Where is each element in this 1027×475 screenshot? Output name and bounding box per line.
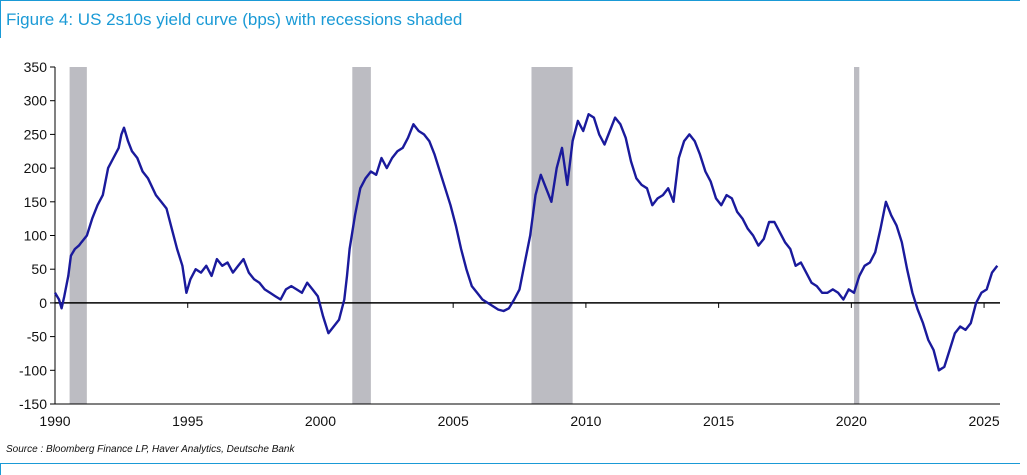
y-tick-labels: 350 300 250 200 150 100 50 0 -50 -100 -150 <box>19 59 47 412</box>
axes <box>50 66 1000 405</box>
bottom-left-rule <box>0 463 1 475</box>
x-tick-label-1990: 1990 <box>39 413 70 429</box>
x-tick-label-2005: 2005 <box>438 413 469 429</box>
left-rule <box>0 0 1 38</box>
y-tick-label-0: 0 <box>39 295 47 311</box>
top-rule <box>0 0 1020 1</box>
recession-band-0 <box>69 67 87 404</box>
x-tick-label-1995: 1995 <box>172 413 203 429</box>
y-tick-label-150: 150 <box>24 194 48 210</box>
recession-band-1 <box>352 67 371 404</box>
x-tick-label-2000: 2000 <box>305 413 336 429</box>
bottom-rule <box>0 463 1020 464</box>
series-line-0 <box>53 113 999 372</box>
x-tick-label-2020: 2020 <box>836 413 867 429</box>
recession-band-2 <box>531 67 573 404</box>
figure-title: Figure 4: US 2s10s yield curve (bps) wit… <box>6 10 463 29</box>
y-tick-label-350: 350 <box>24 59 48 75</box>
y-tick-label-250: 250 <box>24 126 48 142</box>
series <box>53 113 999 372</box>
y-tick-label-50: 50 <box>31 261 47 277</box>
x-tick-label-2010: 2010 <box>570 413 601 429</box>
y-tick-label-300: 300 <box>24 93 48 109</box>
y-tick-label--100: -100 <box>19 362 47 378</box>
x-tick-labels: 1990 1995 2000 2005 2010 2015 2020 2025 <box>39 413 999 429</box>
source-note: Source : Bloomberg Finance LP, Haver Ana… <box>6 444 295 455</box>
x-tick-label-2025: 2025 <box>968 413 999 429</box>
y-tick-label--150: -150 <box>19 396 47 412</box>
recession-band-3 <box>854 67 860 404</box>
y-tick-label-200: 200 <box>24 160 48 176</box>
y-tick-label-100: 100 <box>24 228 48 244</box>
recession-bands <box>69 67 860 404</box>
x-tick-label-2015: 2015 <box>703 413 734 429</box>
y-tick-label--50: -50 <box>27 329 47 345</box>
